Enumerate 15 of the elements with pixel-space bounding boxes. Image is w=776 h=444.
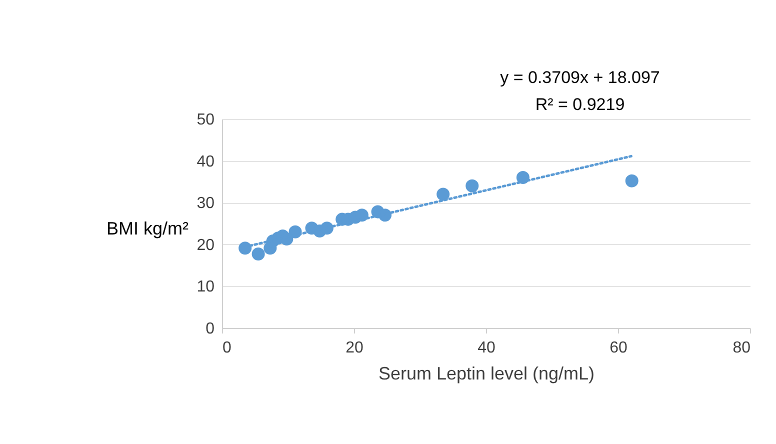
y-tick-label: 30 [196,195,215,212]
y-tick-label: 10 [196,278,215,296]
x-tick-label: 40 [478,340,496,356]
text: y = 0.3709x + 18.097 [500,68,660,87]
x-tick-label: 80 [732,340,751,356]
y-tick-label: 40 [196,153,215,170]
x-tick-label: 0 [222,340,232,356]
y-tick-label: 20 [196,236,215,254]
x-tick-label: 20 [346,340,364,356]
y-tick-label: 0 [206,320,215,338]
y-tick-label: 50 [196,112,215,128]
y-axis-title: BMI kg/m² [106,218,188,238]
text: R² = 0.9219 [535,95,625,114]
x-axis-title: Serum Leptin level (ng/mL) [378,364,595,384]
x-tick-label: 60 [610,340,628,356]
